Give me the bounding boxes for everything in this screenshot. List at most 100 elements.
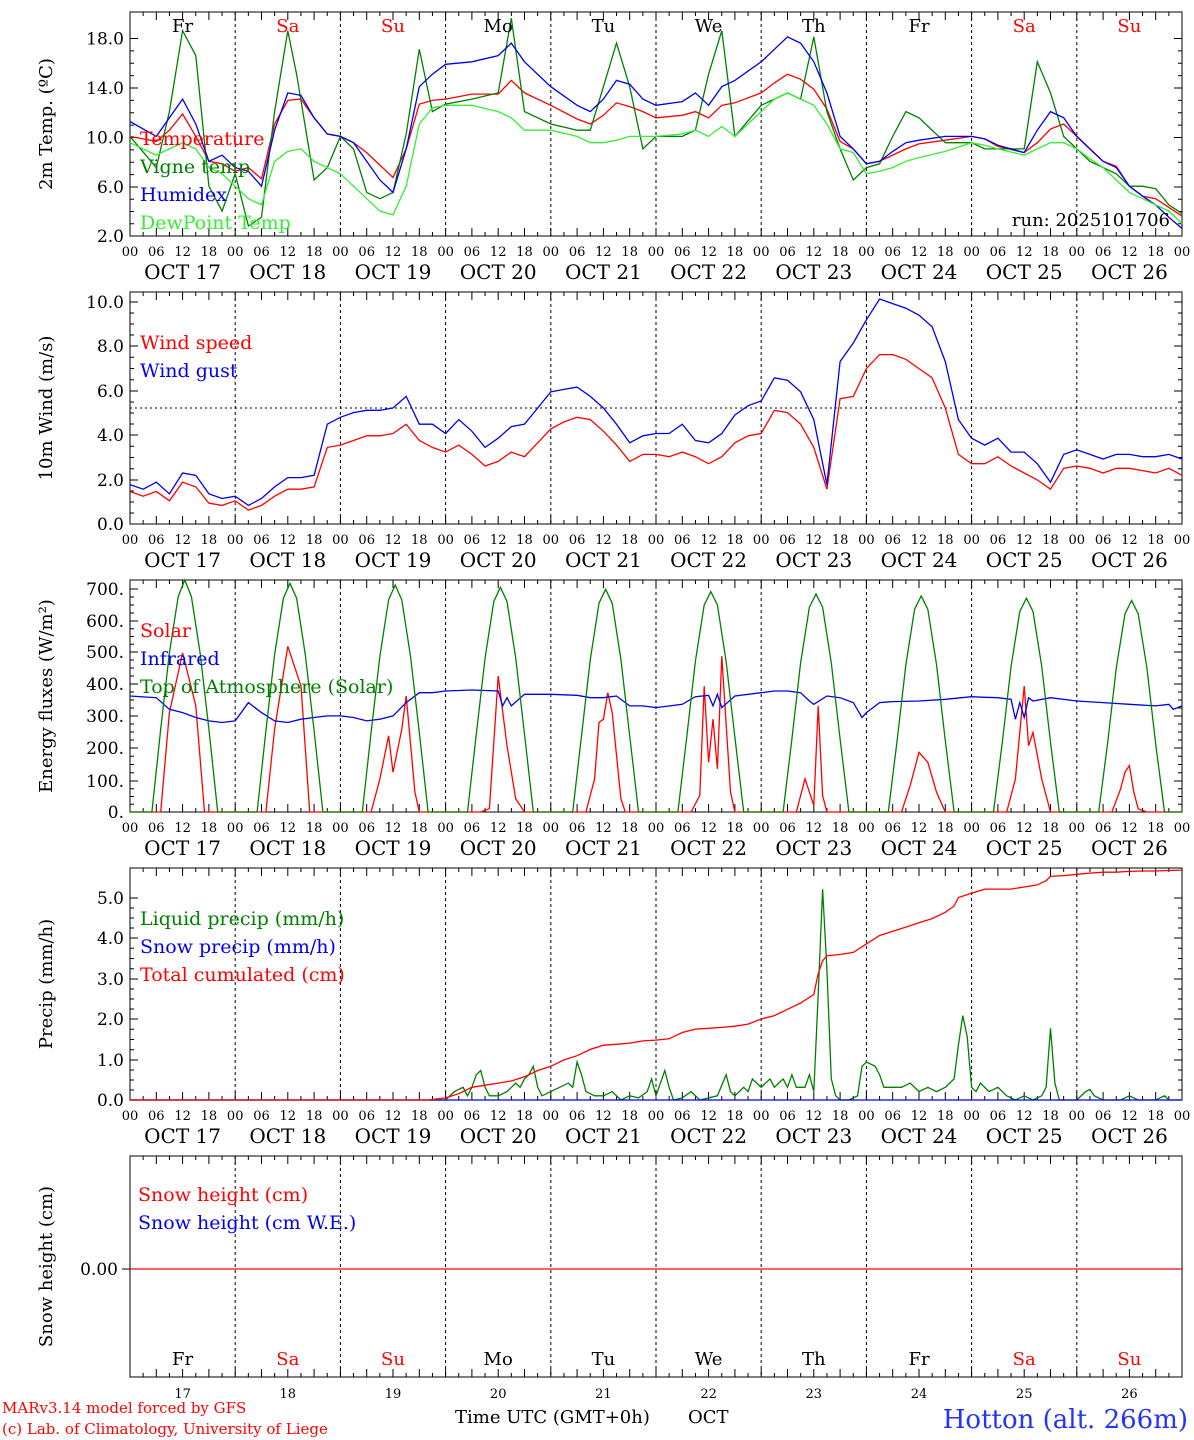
hour-tick-label: 12 xyxy=(490,533,507,548)
weekday-label: Su xyxy=(1117,1349,1141,1370)
hour-tick-label: 00 xyxy=(648,1109,665,1124)
series-line-infrared xyxy=(129,689,1183,724)
day-number-label: 22 xyxy=(700,1387,717,1402)
panel-frame xyxy=(129,11,1183,237)
hour-tick-label: 00 xyxy=(1174,1109,1191,1124)
day-number-label: 26 xyxy=(1121,1387,1138,1402)
panel-energy: Energy fluxes (W/m²) 0. 100. 200. 300. 400. 50… xyxy=(36,578,1190,860)
day-label: OCT 17 xyxy=(144,260,221,284)
y-tick-label: 2.0 xyxy=(97,471,124,491)
weekday-label: Fr xyxy=(172,16,193,37)
day-label: OCT 23 xyxy=(775,548,852,572)
hour-tick-label: 00 xyxy=(963,821,980,836)
day-number-label: 20 xyxy=(490,1387,507,1402)
day-label: OCT 25 xyxy=(986,1124,1063,1148)
weekday-label: We xyxy=(695,16,723,37)
y-axis-label: 10m Wind (m/s) xyxy=(36,336,57,481)
hour-tick-label: 18 xyxy=(937,245,954,260)
hour-tick-label: 18 xyxy=(1147,1109,1164,1124)
day-label: OCT 21 xyxy=(565,260,642,284)
hour-tick-label: 12 xyxy=(280,245,297,260)
hour-tick-label: 00 xyxy=(963,245,980,260)
station-name: Hotton (alt. 266m) xyxy=(943,1405,1188,1435)
hour-tick-label: 18 xyxy=(727,821,744,836)
hour-tick-label: 12 xyxy=(911,533,928,548)
hour-tick-label: 06 xyxy=(884,821,901,836)
y-tick-label: 0.00 xyxy=(80,1260,118,1280)
hour-tick-label: 18 xyxy=(411,821,428,836)
y-axis-label: Energy fluxes (W/m²) xyxy=(36,599,57,793)
y-tick-label: 700. xyxy=(86,580,124,600)
hour-tick-label: 06 xyxy=(674,245,691,260)
hour-tick-label: 00 xyxy=(753,821,770,836)
hour-tick-label: 18 xyxy=(516,821,533,836)
hour-tick-label: 18 xyxy=(832,245,849,260)
hour-tick-label: 00 xyxy=(543,245,560,260)
day-label: OCT 19 xyxy=(355,548,432,572)
hour-tick-label: 18 xyxy=(411,533,428,548)
day-label: OCT 22 xyxy=(670,836,747,860)
day-label: OCT 24 xyxy=(881,260,958,284)
x-axis-label: Time UTC (GMT+0h) xyxy=(455,1407,650,1428)
day-label: OCT 18 xyxy=(249,260,326,284)
hour-tick-label: 00 xyxy=(437,1109,454,1124)
hour-tick-label: 12 xyxy=(1121,821,1138,836)
weekday-label: Sa xyxy=(1013,1349,1036,1370)
legend-entry: Wind gust xyxy=(140,360,238,382)
legend-entry: Liquid precip (mm/h) xyxy=(140,908,344,930)
hour-tick-label: 12 xyxy=(174,533,191,548)
legend-entry: Temperature xyxy=(140,128,264,150)
hour-tick-label: 18 xyxy=(1042,245,1059,260)
hour-tick-label: 06 xyxy=(1095,821,1112,836)
hour-tick-label: 06 xyxy=(779,1109,796,1124)
hour-tick-label: 06 xyxy=(1095,245,1112,260)
hour-tick-label: 18 xyxy=(201,1109,218,1124)
day-label: OCT 18 xyxy=(249,548,326,572)
hour-tick-label: 18 xyxy=(516,533,533,548)
hour-tick-label: 06 xyxy=(569,821,586,836)
weekday-label: Th xyxy=(802,1349,826,1370)
hour-tick-label: 12 xyxy=(806,245,823,260)
hour-tick-label: 00 xyxy=(227,1109,244,1124)
day-label: OCT 19 xyxy=(355,260,432,284)
y-tick-label: 600. xyxy=(86,612,124,632)
hour-tick-label: 00 xyxy=(963,1109,980,1124)
hour-tick-label: 12 xyxy=(595,821,612,836)
hour-tick-label: 00 xyxy=(543,821,560,836)
hour-tick-label: 06 xyxy=(1095,1109,1112,1124)
y-tick-label: 14.0 xyxy=(86,79,124,99)
hour-tick-label: 00 xyxy=(543,1109,560,1124)
hour-tick-label: 06 xyxy=(358,821,375,836)
hour-tick-label: 12 xyxy=(385,245,402,260)
hour-tick-label: 06 xyxy=(358,533,375,548)
y-tick-label: 2.0 xyxy=(97,1010,124,1030)
day-label: OCT 20 xyxy=(460,548,537,572)
hour-tick-label: 06 xyxy=(569,533,586,548)
weekday-label: Sa xyxy=(1013,16,1036,37)
hour-tick-label: 06 xyxy=(253,821,270,836)
y-tick-label: 6.0 xyxy=(97,178,124,198)
legend-entry: Top of Atmosphere (Solar) xyxy=(140,676,393,698)
hour-tick-label: 12 xyxy=(911,1109,928,1124)
weekday-label: Fr xyxy=(908,1349,929,1370)
hour-tick-label: 18 xyxy=(1147,245,1164,260)
hour-tick-label: 18 xyxy=(1042,533,1059,548)
day-number-label: 24 xyxy=(911,1387,928,1402)
run-annotation: run: 2025101706 xyxy=(1012,210,1170,231)
day-label: OCT 20 xyxy=(460,260,537,284)
hour-tick-label: 00 xyxy=(122,821,139,836)
day-label: OCT 26 xyxy=(1091,260,1168,284)
hour-tick-label: 00 xyxy=(648,245,665,260)
series-line-total-cumulated-cm- xyxy=(130,869,1183,1101)
hour-tick-label: 12 xyxy=(280,533,297,548)
hour-tick-label: 06 xyxy=(884,533,901,548)
hour-tick-label: 00 xyxy=(122,245,139,260)
hour-tick-label: 06 xyxy=(253,1109,270,1124)
y-tick-label: 3.0 xyxy=(97,970,124,990)
hour-tick-label: 12 xyxy=(1016,1109,1033,1124)
hour-tick-label: 12 xyxy=(1016,245,1033,260)
hour-tick-label: 00 xyxy=(332,245,349,260)
hour-tick-label: 00 xyxy=(1069,1109,1086,1124)
day-number-label: 23 xyxy=(806,1387,823,1402)
hour-tick-label: 12 xyxy=(385,821,402,836)
